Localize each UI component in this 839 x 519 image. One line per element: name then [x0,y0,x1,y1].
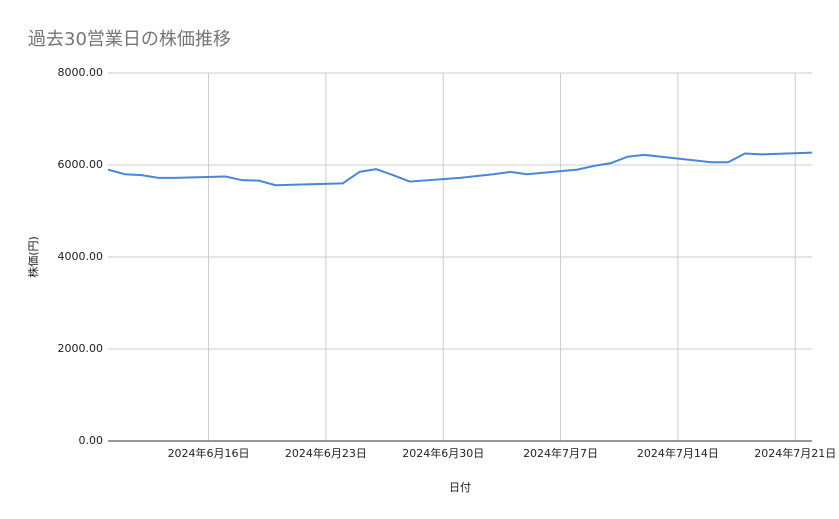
data-line [107,151,813,187]
x-tick-label: 2024年6月23日 [285,446,367,460]
x-axis-title: 日付 [449,481,471,494]
y-axis-title: 株価(円) [26,236,40,278]
x-tick-label: 2024年7月7日 [523,446,598,460]
y-tick-label: 4000.00 [58,250,104,263]
y-tick-label: 0.00 [79,434,104,447]
y-tick-label: 2000.00 [58,342,104,355]
y-tick-label: 6000.00 [58,158,104,171]
x-tick-label: 2024年6月16日 [168,446,250,460]
y-tick-label: 8000.00 [58,66,104,79]
chart-title: 過去30営業日の株価推移 [28,29,231,50]
x-tick-label: 2024年7月14日 [637,446,719,460]
x-tick-label: 2024年6月30日 [402,446,484,460]
x-tick-label: 2024年7月21日 [754,446,836,460]
